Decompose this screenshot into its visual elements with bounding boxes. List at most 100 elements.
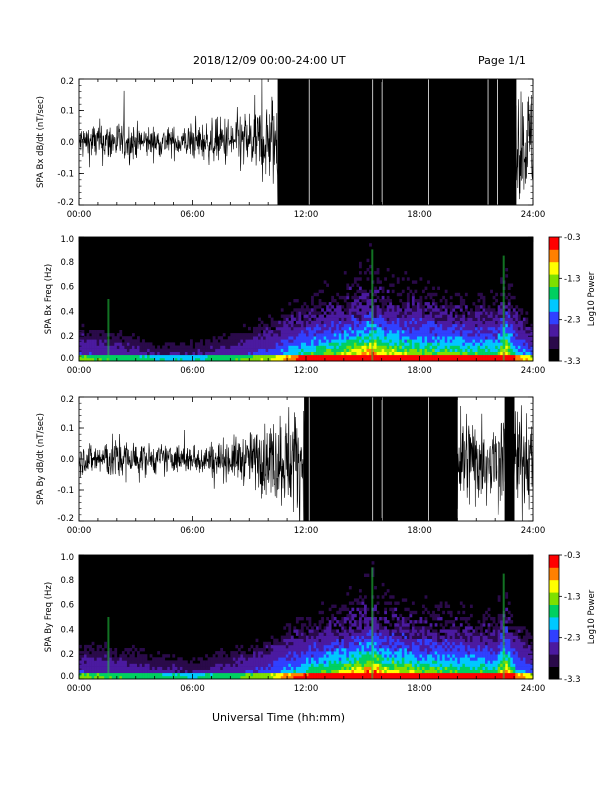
spectrogram-cell [386,660,390,664]
saturated-segment [306,79,309,205]
spectrogram-cell [311,299,314,303]
spectrogram-cell [247,336,251,340]
spectrogram-cell [381,657,385,661]
spectrogram-cell [152,351,155,356]
spectrogram-cell [316,651,319,655]
spectrogram-cell [152,666,155,670]
spectrogram-cell [487,357,491,362]
spectrogram-cell [480,357,483,362]
spectrogram-cell [255,651,259,655]
spectrogram-cell [379,675,382,680]
spectrogram-cell [144,351,148,356]
spectrogram-cell [316,641,319,646]
spectrogram-cell [295,314,299,318]
spectrogram-cell [114,648,118,652]
spectrogram-cell [452,357,456,362]
spectrogram-cell [195,354,198,359]
spectrogram-cell [114,354,118,359]
saturated-segment [415,397,418,521]
spectrogram-cell [182,345,186,349]
spectrogram-cell [144,357,148,362]
spectrogram-cell [341,607,345,612]
spectrogram-cell [457,330,461,334]
spectrogram-cell [341,320,345,325]
spectrogram-cell [250,657,254,661]
spectrogram-cell [331,299,335,303]
spectrogram-cell [356,345,360,349]
spectrogram-cell [326,305,329,309]
spectrogram-cell [293,660,297,664]
spectrogram-cell [222,660,226,664]
spectrogram-cell [86,342,90,346]
spectrogram-cell [364,669,367,674]
spectrogram-cell [306,314,309,318]
spectrogram-cell [374,354,377,359]
spectrogram-cell [469,317,473,321]
spectrogram-cell [374,271,377,275]
spectrogram-cell [394,326,398,331]
spectrogram-cell [137,351,140,356]
spectrogram-cell [333,651,337,655]
spectrogram-cell [184,357,188,362]
spectrogram-cell [313,666,317,670]
spectrogram-cell [303,317,307,321]
spectrogram-cell [303,675,307,680]
spectrogram-cell [449,339,453,343]
spectrogram-cell [303,644,307,649]
spectrogram-cell [295,308,299,312]
spectrogram-cell [195,663,198,667]
spectrogram-cell [414,666,418,670]
spectrogram-cell [527,326,531,331]
spectrogram-cell [300,305,304,309]
spectrogram-cell [157,663,161,667]
spectrogram-cell [356,654,360,658]
spectrogram-cell [424,351,428,356]
spectrogram-cell [164,348,168,352]
spectrogram-cell [285,666,289,670]
spectrogram-cell [318,326,322,331]
spectrogram-cell [137,669,140,674]
spectrogram-cell [348,351,352,356]
spectrogram-cell [109,672,113,677]
spectrogram-cell [376,354,380,359]
spectrogram-cell [308,354,312,359]
spectrogram-cell [364,317,367,321]
spectrogram-cell [437,333,440,337]
spectrogram-cell [515,330,519,334]
spectrogram-cell [497,317,501,321]
spectrogram-cell [306,326,309,331]
spectrogram-cell [184,351,188,356]
spectrogram-cell [437,330,440,334]
spectrogram-cell [500,302,504,306]
spectrogram-cell [517,342,521,346]
spectrogram-cell [376,669,380,674]
spectrogram-cell [409,610,413,615]
spectrogram-cell [202,669,206,674]
spectrogram-cell [169,675,173,680]
spectrogram-cell [399,651,403,655]
spectrogram-cell [348,632,352,636]
spectrogram-cell [124,672,128,677]
spectrogram-cell [250,351,254,356]
spectrogram-cell [283,641,287,646]
spectrogram-cell [507,333,511,337]
spectrogram-cell [298,330,302,334]
spectrogram-cell [81,351,85,356]
spectrogram-cell [485,348,488,352]
spectrogram-cell [520,345,524,349]
spectrogram-cell [369,620,372,624]
spectrogram-cell [399,326,403,331]
spectrogram-cell [369,345,372,349]
spectrogram-cell [386,648,390,652]
spectrogram-cell [374,336,377,340]
spectrogram-cell [361,351,365,356]
spectrogram-cell [263,357,266,362]
spectrogram-cell [389,635,393,639]
spectrogram-cell [104,342,108,346]
spectrogram-cell [328,351,332,356]
spectrogram-cell [348,330,352,334]
saturated-segment [385,79,388,205]
spectrogram-cell [444,336,448,340]
spectrogram-cell [364,675,367,680]
spectrogram-cell [434,330,438,334]
